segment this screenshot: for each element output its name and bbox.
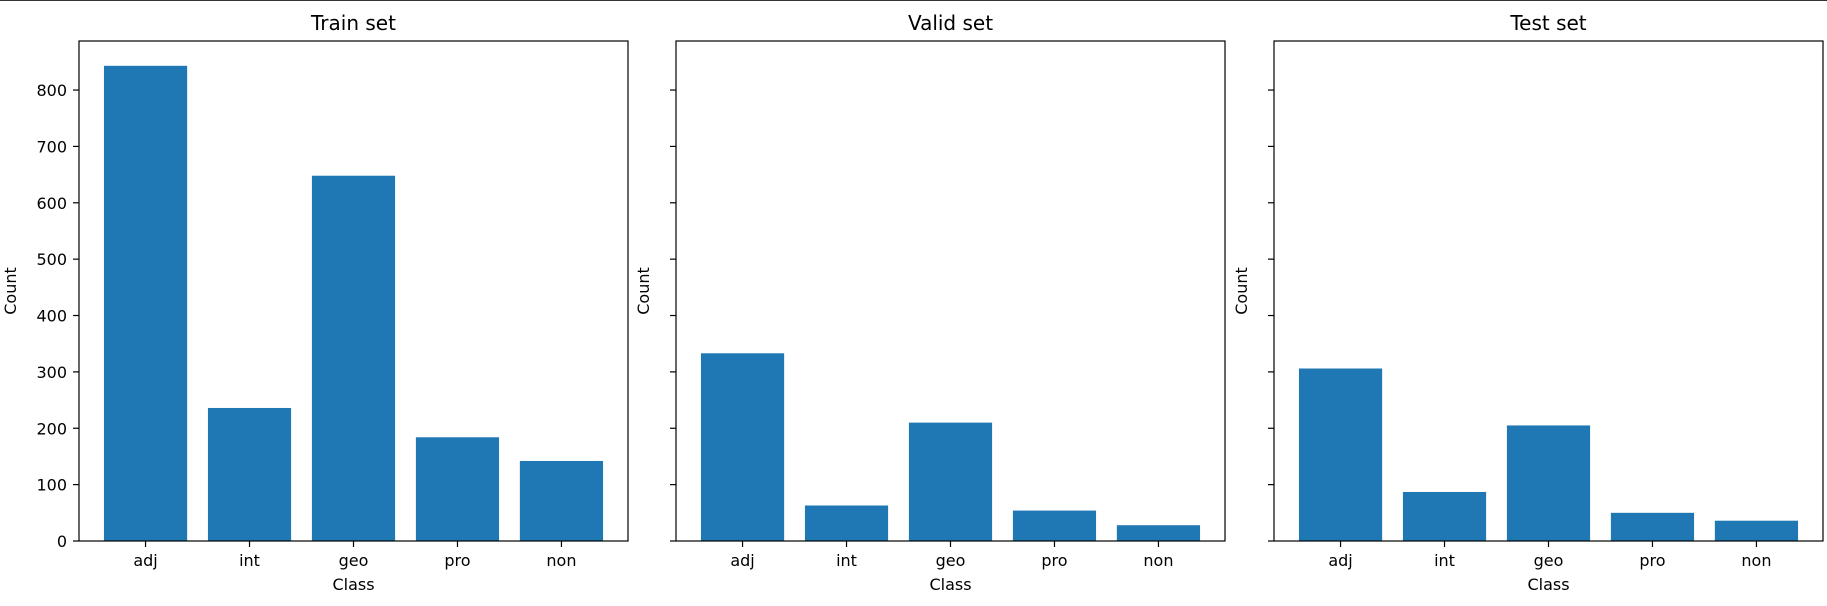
valid-set-xtick-label-pro: pro [1041,551,1067,570]
valid-set-xtick-label-non: non [1143,551,1173,570]
test-set-title: Test set [1509,11,1586,35]
train-set-ytick-label-100: 100 [36,476,67,495]
test-set-y-axis-label: Count [1232,267,1251,315]
test-set-bar-pro [1610,512,1695,541]
valid-set-x-axis-label: Class [929,575,971,594]
test-set-bar-adj [1298,368,1383,541]
valid-set-title: Valid set [908,11,993,35]
figure-top-border [0,0,1827,1]
train-set-bar-non [519,460,604,541]
test-set-xtick-label-pro: pro [1639,551,1665,570]
valid-set-bar-adj [700,353,785,541]
test-set-bar-non [1714,520,1799,541]
test-set-bar-geo [1506,425,1591,541]
valid-set-panel: Valid set adj int geo pro non Class Count [634,11,1226,594]
train-set-title: Train set [310,11,396,35]
train-set-bar-adj [103,65,188,541]
valid-set-bar-pro [1012,510,1097,541]
train-set-ytick-label-400: 400 [36,307,67,326]
valid-set-bar-non [1116,525,1201,541]
valid-set-y-axis-label: Count [634,267,653,315]
train-set-ytick-label-500: 500 [36,250,67,269]
test-set-xtick-label-adj: adj [1328,551,1352,570]
train-set-bar-int [207,407,292,541]
train-set-panel: Train set 0 100 200 300 400 500 600 700 800 adj int… [1,11,629,594]
train-set-xtick-label-int: int [239,551,260,570]
valid-set-bar-geo [908,422,993,541]
test-set-panel: Test set adj int geo pro non Class Count [1232,11,1824,594]
test-set-xtick-label-int: int [1434,551,1455,570]
train-set-y-axis-label: Count [1,267,20,315]
train-set-xtick-label-pro: pro [444,551,470,570]
train-set-xtick-label-non: non [546,551,576,570]
train-set-ytick-label-300: 300 [36,363,67,382]
valid-set-xtick-label-int: int [836,551,857,570]
train-set-xtick-label-geo: geo [339,551,369,570]
test-set-xtick-label-non: non [1741,551,1771,570]
train-set-ytick-label-600: 600 [36,194,67,213]
valid-set-xtick-label-adj: adj [730,551,754,570]
train-set-bar-pro [415,437,500,541]
train-set-ytick-label-200: 200 [36,419,67,438]
train-set-x-axis-label: Class [332,575,374,594]
test-set-x-axis-label: Class [1527,575,1569,594]
test-set-xtick-label-geo: geo [1534,551,1564,570]
test-set-bar-int [1402,491,1487,541]
valid-set-xtick-label-geo: geo [936,551,966,570]
train-set-ytick-label-800: 800 [36,81,67,100]
valid-set-bar-int [804,505,889,541]
train-set-ytick-label-700: 700 [36,137,67,156]
train-set-xtick-label-adj: adj [133,551,157,570]
train-set-bar-geo [311,175,396,541]
train-set-ytick-label-0: 0 [57,532,67,551]
